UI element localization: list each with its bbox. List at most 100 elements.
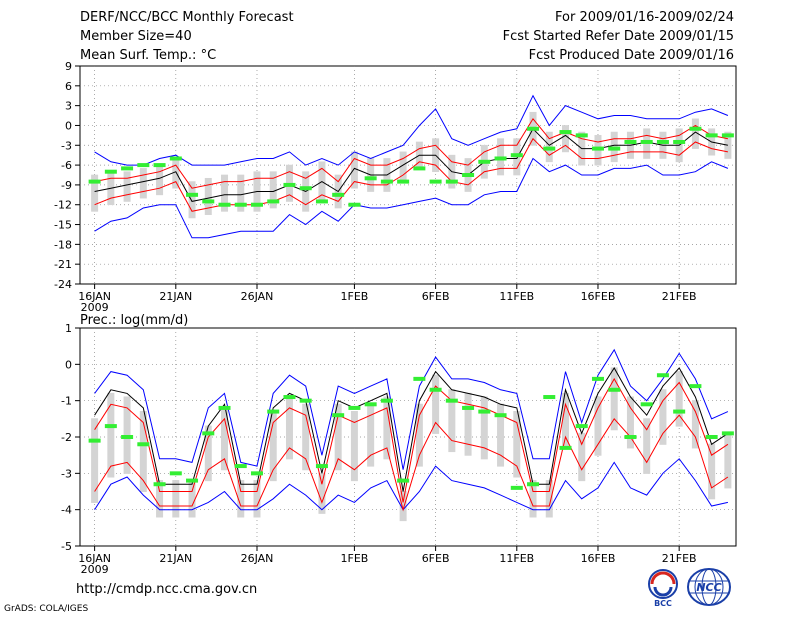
- precip-panel-title: Prec.: log(mm/d): [80, 313, 188, 328]
- prec-min-line: [94, 458, 729, 511]
- variable-label: Mean Surf. Temp.: °C: [80, 48, 217, 63]
- temp-observed-marker: [250, 202, 263, 207]
- temp-observed-marker: [299, 186, 312, 191]
- member-size: Member Size=40: [80, 29, 192, 44]
- temp-spread-box: [139, 168, 147, 199]
- prec-observed-marker: [104, 424, 117, 429]
- prec-xtick-label: 21FEB: [662, 552, 697, 565]
- prec-max-line: [94, 348, 729, 470]
- prec-spread-box: [285, 396, 293, 460]
- prec-ytick-label: -2: [61, 431, 72, 444]
- prec-observed-marker: [429, 387, 442, 392]
- temp-year-label: 2009: [81, 301, 109, 314]
- prec-spread-box: [399, 490, 407, 522]
- prec-observed-marker: [348, 405, 361, 410]
- prec-spread-box: [562, 392, 570, 449]
- temp-observed-marker: [624, 139, 637, 144]
- temp-spread-box: [237, 174, 245, 212]
- temp-spread-box: [188, 181, 196, 219]
- prec-observed-marker: [250, 471, 263, 476]
- prec-spread-box: [204, 425, 212, 482]
- prec-xtick-label: 16FEB: [581, 552, 616, 565]
- temp-observed-marker: [575, 133, 588, 138]
- prec-observed-marker: [283, 395, 296, 400]
- prec-xtick-label: 21JAN: [159, 552, 192, 565]
- source-url[interactable]: http://cmdp.ncc.cma.gov.cn: [76, 582, 258, 597]
- temp-upper-line: [94, 117, 728, 189]
- temp-observed-marker: [283, 182, 296, 187]
- prec-spread-box: [513, 411, 521, 478]
- prec-spread-box: [350, 411, 358, 482]
- temp-ytick-label: -6: [61, 159, 72, 172]
- prec-spread-box: [448, 389, 456, 453]
- temp-ytick-label: -9: [61, 179, 72, 192]
- prec-spread-box: [545, 480, 553, 518]
- prec-spread-box: [302, 403, 310, 471]
- temp-observed-marker: [202, 199, 215, 204]
- prec-spread-box: [107, 392, 115, 478]
- forecast-period: For 2009/01/16-2009/02/24: [555, 10, 734, 25]
- precipitation-panel: 1 0 -1 -2 -3 -4 -5 16JAN 21JAN 26JAN 1FEB 6FEB 11FEB…: [61, 322, 737, 576]
- temp-xtick-label: 21JAN: [159, 290, 192, 303]
- temp-xtick-label: 16JAN: [78, 290, 111, 303]
- prec-spread-box: [691, 400, 699, 449]
- temp-spread-box: [562, 125, 570, 153]
- prec-spread-box: [91, 418, 99, 503]
- temp-observed-marker: [608, 146, 621, 151]
- temp-xtick-label: 6FEB: [422, 290, 450, 303]
- prec-ytick-label: -1: [61, 395, 72, 408]
- temp-ytick-label: 9: [65, 60, 72, 73]
- forecast-produced-date: Fcst Produced Date 2009/01/16: [528, 48, 734, 63]
- temp-ytick-label: 3: [65, 100, 72, 113]
- temp-xtick-label: 26JAN: [241, 290, 274, 303]
- prec-spread-box: [432, 374, 440, 434]
- prec-observed-marker: [624, 435, 637, 439]
- temp-spread-box: [221, 174, 229, 212]
- prec-observed-marker: [510, 485, 523, 490]
- prec-spread-box: [480, 396, 488, 460]
- temp-spread-box: [204, 177, 212, 215]
- temp-observed-marker: [121, 166, 134, 171]
- temp-observed-marker: [413, 166, 426, 171]
- prec-xtick-label: 16JAN: [78, 552, 111, 565]
- temp-observed-marker: [88, 179, 101, 184]
- prec-observed-marker: [527, 482, 540, 487]
- temp-spread-box: [691, 118, 699, 149]
- prec-spread-box: [367, 403, 375, 467]
- prec-spread-box: [643, 418, 651, 474]
- prec-observed-marker: [364, 402, 377, 407]
- temp-observed-marker: [673, 139, 686, 144]
- temp-spread-box: [269, 171, 277, 209]
- temp-spread-box: [350, 151, 358, 189]
- prec-observed-marker: [559, 445, 572, 450]
- temp-observed-marker: [494, 156, 507, 161]
- prec-observed-marker: [380, 398, 393, 403]
- prec-spread-box: [383, 396, 391, 460]
- prec-spread-box: [269, 411, 277, 482]
- bcc-logo-text: BCC: [654, 599, 672, 607]
- temperature-panel: 9 6 3 0 -3 -6 -9 -12 -15 -18 -21 -24 16JAN 21JAN 26JAN…: [54, 60, 737, 314]
- prec-observed-marker: [267, 409, 280, 414]
- prec-observed-marker: [88, 438, 101, 443]
- temp-xtick-label: 1FEB: [341, 290, 369, 303]
- prec-observed-marker: [656, 373, 669, 378]
- temp-spread-box: [156, 164, 164, 196]
- temp-lower-line: [94, 137, 728, 212]
- prec-observed-marker: [445, 398, 458, 403]
- temp-observed-marker: [445, 179, 458, 184]
- temp-observed-marker: [527, 126, 540, 131]
- prec-observed-marker: [315, 464, 328, 469]
- temp-observed-marker: [478, 159, 491, 164]
- prec-lower-line: [94, 414, 729, 512]
- prec-ytick-label: 0: [65, 358, 72, 371]
- prec-spread-box: [594, 396, 602, 456]
- prec-spread-box: [659, 389, 667, 445]
- temp-observed-marker: [267, 199, 280, 204]
- prec-spread-box: [253, 480, 261, 518]
- temp-spread-box: [123, 171, 131, 202]
- temp-observed-marker: [559, 130, 572, 135]
- prec-observed-marker: [202, 431, 215, 436]
- temp-observed-marker: [429, 179, 442, 184]
- prec-ytick-label: -5: [61, 540, 72, 553]
- temp-observed-marker: [218, 202, 231, 207]
